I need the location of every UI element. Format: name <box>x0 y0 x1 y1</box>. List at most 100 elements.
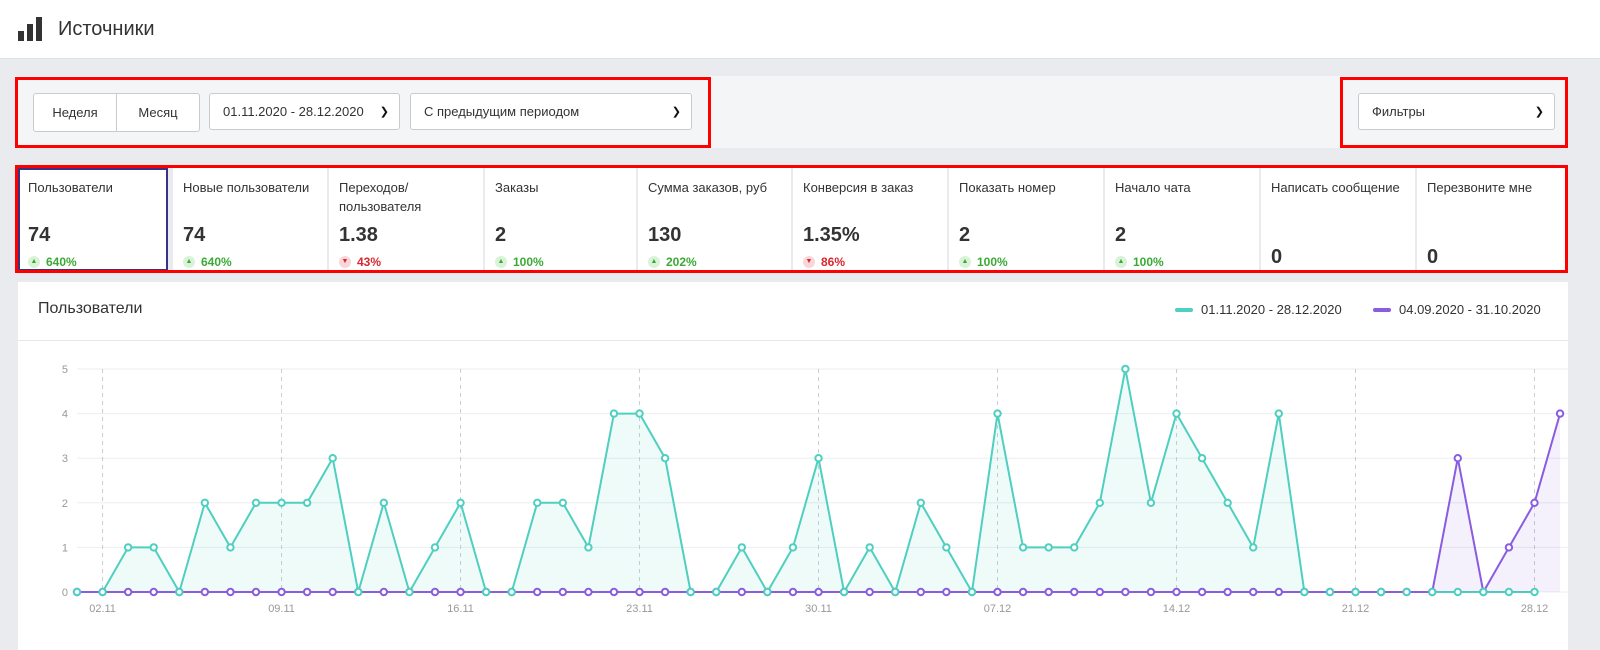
kpi-card[interactable]: Написать сообщение 0 <box>1261 168 1415 271</box>
data-point <box>456 587 465 597</box>
arrow-up-icon: ▲ <box>183 256 195 268</box>
data-point <box>251 587 261 597</box>
kpi-card[interactable]: Новые пользователи 74 ▲ 640% <box>173 168 327 271</box>
data-point <box>1274 409 1283 418</box>
data-point <box>763 587 772 597</box>
data-point <box>635 409 644 418</box>
data-point <box>1044 543 1053 552</box>
data-point <box>1172 409 1181 418</box>
data-point <box>430 587 440 597</box>
data-point <box>1146 498 1156 508</box>
legend-swatch <box>1175 307 1193 312</box>
data-point <box>686 587 695 597</box>
data-point <box>1018 543 1028 552</box>
data-point <box>1504 587 1514 597</box>
data-point <box>328 587 337 597</box>
kpi-change: ▼ 43% <box>339 255 473 269</box>
bar-chart-icon <box>18 17 44 41</box>
filters-select[interactable]: Фильтры ❯ <box>1358 93 1555 130</box>
data-point <box>98 587 107 597</box>
kpi-card[interactable]: Пользователи 74 ▲ 640% <box>18 168 168 271</box>
y-tick-label: 4 <box>62 409 68 421</box>
period-switcher: Неделя Месяц <box>33 93 200 132</box>
data-point <box>1530 587 1539 597</box>
compare-value: С предыдущим периодом <box>424 104 580 119</box>
kpi-label: Заказы <box>495 180 539 195</box>
chevron-down-icon: ❯ <box>671 106 681 118</box>
data-point <box>1300 587 1309 597</box>
compare-select[interactable]: С предыдущим периодом ❯ <box>410 93 692 130</box>
kpi-change-value: 43% <box>357 255 382 269</box>
data-point <box>660 454 670 463</box>
kpi-value: 1.38 <box>339 224 378 246</box>
data-point <box>1095 587 1105 597</box>
data-point <box>226 587 235 597</box>
data-point <box>1351 587 1360 597</box>
data-point <box>993 587 1002 597</box>
x-tick-label: 14.12 <box>1163 603 1191 615</box>
y-tick-label: 5 <box>62 364 68 376</box>
arrow-up-icon: ▲ <box>1115 256 1127 268</box>
data-point <box>328 454 337 463</box>
kpi-label: Перезвоните мне <box>1427 180 1533 195</box>
data-point <box>839 587 849 597</box>
kpi-card[interactable]: Сумма заказов, руб 130 ▲ 202% <box>638 168 791 271</box>
kpi-card[interactable]: Начало чата 2 ▲ 100% <box>1105 168 1259 271</box>
data-point <box>814 587 823 597</box>
legend-label: 04.09.2020 - 31.10.2020 <box>1399 302 1541 317</box>
data-point <box>1453 454 1462 463</box>
y-tick-label: 0 <box>62 587 68 599</box>
data-point <box>533 498 542 508</box>
kpi-value: 2 <box>1115 224 1127 246</box>
data-point <box>1223 498 1232 508</box>
arrow-down-icon: ▼ <box>803 256 815 268</box>
data-point <box>1070 587 1079 597</box>
kpi-value: 0 <box>1427 246 1439 268</box>
data-point <box>712 587 721 597</box>
data-point <box>1479 587 1488 597</box>
kpi-card[interactable]: Заказы 2 ▲ 100% <box>485 168 636 271</box>
kpi-strip: Пользователи 74 ▲ 640% Новые пользователи 74 ▲… <box>15 165 1568 273</box>
kpi-card[interactable]: Показать номер 2 ▲ 100% <box>949 168 1103 271</box>
data-point <box>1121 364 1130 374</box>
data-point <box>533 587 542 597</box>
x-tick-label: 09.11 <box>268 603 295 615</box>
data-point <box>967 587 977 597</box>
y-tick-label: 3 <box>62 453 68 465</box>
data-point <box>609 409 619 418</box>
data-point <box>660 587 670 597</box>
series-area <box>77 369 1535 592</box>
x-tick-label: 21.12 <box>1342 603 1370 615</box>
data-point <box>302 587 312 597</box>
legend-item-current[interactable]: 01.11.2020 - 28.12.2020 <box>1175 302 1342 317</box>
legend-swatch <box>1373 307 1391 312</box>
period-week-button[interactable]: Неделя <box>52 105 98 120</box>
legend-item-previous[interactable]: 04.09.2020 - 31.10.2020 <box>1373 302 1541 317</box>
kpi-card[interactable]: Конверсия в заказ 1.35% ▼ 86% <box>793 168 947 271</box>
kpi-change-value: 640% <box>201 255 232 269</box>
data-point <box>277 498 286 508</box>
x-tick-label: 02.11 <box>89 603 116 615</box>
data-point <box>72 587 82 597</box>
data-point <box>814 454 823 463</box>
date-range-select[interactable]: 01.11.2020 - 28.12.2020 ❯ <box>209 93 400 130</box>
kpi-label: Новые пользователи <box>183 180 310 195</box>
kpi-value: 2 <box>959 224 971 246</box>
data-point <box>558 587 568 597</box>
data-point <box>1555 409 1565 418</box>
arrow-up-icon: ▲ <box>959 256 971 268</box>
data-point <box>1197 587 1207 597</box>
kpi-card[interactable]: Перезвоните мне 0 <box>1417 168 1566 271</box>
users-line-chart: 0 1 2 3 4 5 02.11 09.11 16.11 23.11 30.11 07.12 14.1… <box>62 364 1568 615</box>
data-point <box>942 587 951 597</box>
kpi-change-value: 202% <box>666 255 697 269</box>
kpi-change: ▲ 202% <box>648 255 781 269</box>
kpi-card[interactable]: Переходов/ пользователя 1.38 ▼ 43% <box>329 168 483 271</box>
period-month-button[interactable]: Месяц <box>116 94 199 131</box>
data-point <box>1223 587 1232 597</box>
kpi-label: Показать номер <box>959 180 1056 195</box>
kpi-change: ▲ 100% <box>1115 255 1249 269</box>
data-point <box>737 543 747 552</box>
kpi-value: 74 <box>183 224 206 246</box>
data-point <box>200 498 210 508</box>
